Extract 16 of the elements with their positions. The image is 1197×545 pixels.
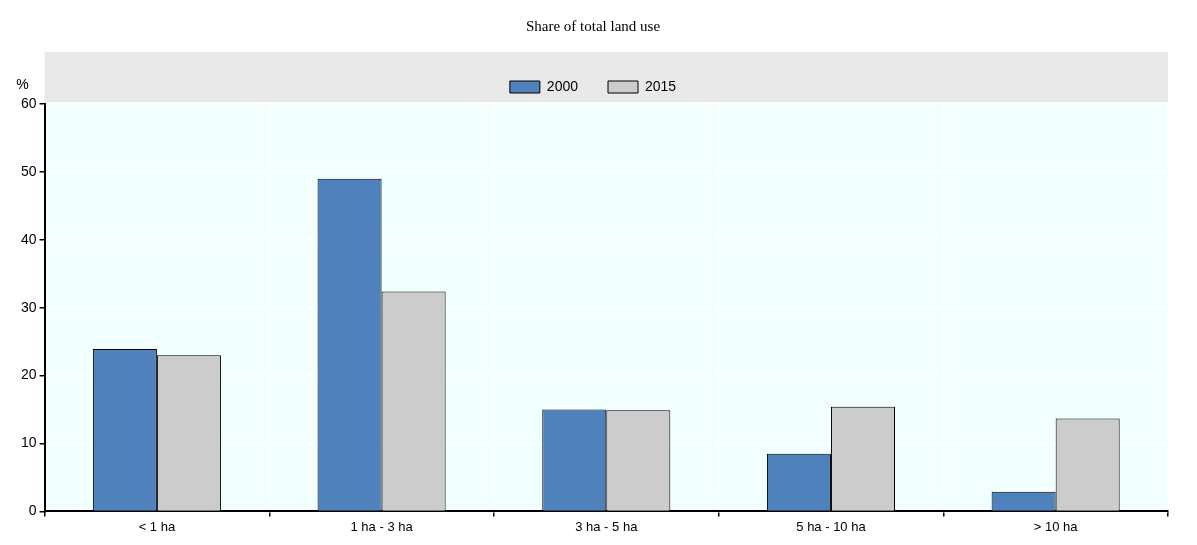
y-axis-title: % xyxy=(16,75,29,92)
x-tick-label: > 10 ha xyxy=(1033,518,1079,534)
x-tick-label: 3 ha - 5 ha xyxy=(575,518,639,534)
y-tick-label: 0 xyxy=(28,502,37,519)
x-tick-label: 1 ha - 3 ha xyxy=(350,518,414,534)
y-tick-label: 40 xyxy=(20,230,37,247)
y-tick-label: 30 xyxy=(20,298,37,315)
legend-label: 2015 xyxy=(645,77,677,94)
y-tick-label: 50 xyxy=(20,162,37,179)
x-tick-label: < 1 ha xyxy=(138,518,176,534)
y-tick-label: 60 xyxy=(20,94,37,111)
legend-label: 2000 xyxy=(546,77,579,94)
y-tick-label: 10 xyxy=(20,434,37,451)
y-tick-label: 20 xyxy=(20,366,37,383)
x-tick-label: 5 ha - 10 ha xyxy=(796,518,867,534)
chart-title: Share of total land use xyxy=(525,17,661,34)
